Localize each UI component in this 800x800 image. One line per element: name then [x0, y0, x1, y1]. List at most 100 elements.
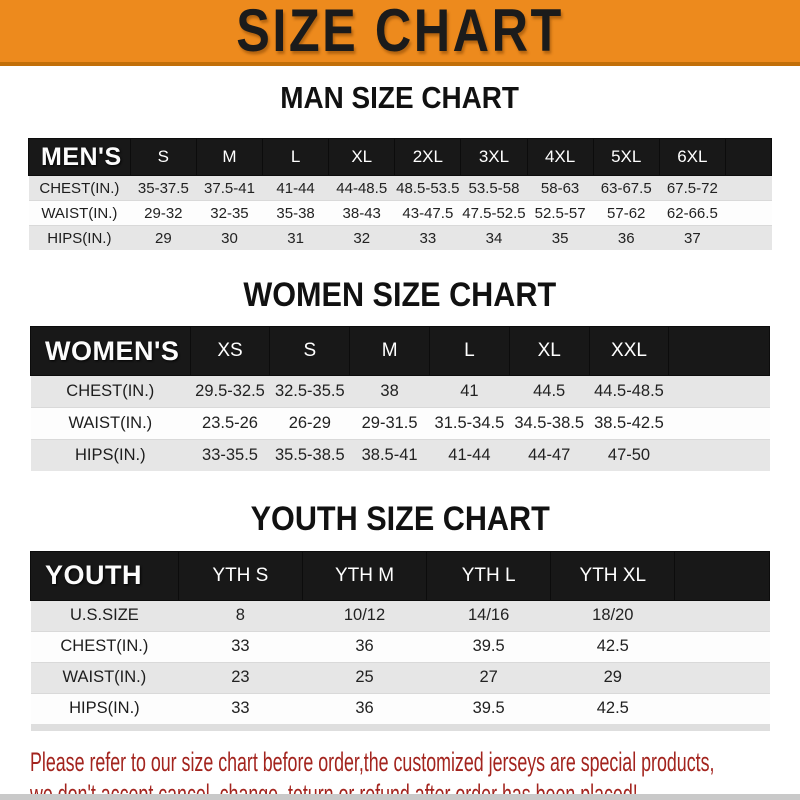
- table-corner-label: WOMEN'S: [30, 326, 191, 377]
- table-cell: 41-44: [448, 446, 491, 465]
- row-label: U.S.SIZE: [70, 606, 139, 625]
- section-youth: YOUTH SIZE CHART YOUTH YTH S YTH M YTH L YTH…: [0, 501, 800, 731]
- blank-cell: [724, 138, 773, 177]
- row-label: WAIST(IN.): [62, 668, 147, 687]
- youth-section-heading: YOUTH SIZE CHART: [0, 501, 800, 539]
- table-row: HIPS(IN.) 33-35.5 35.5-38.5 38.5-41 41-44 44-…: [30, 439, 770, 472]
- row-label: WAIST(IN.): [68, 414, 153, 433]
- table-cell: 29-32: [144, 204, 183, 222]
- table-cell: 14/16: [468, 606, 510, 625]
- column-header: YTH L: [426, 550, 552, 601]
- table-cell: 36: [617, 229, 635, 247]
- blank-cell: [674, 550, 770, 601]
- column-header: XL: [508, 326, 590, 377]
- table-cell: 39.5: [472, 637, 505, 656]
- blank-cell: [675, 600, 770, 631]
- table-cell: 29-31.5: [361, 414, 418, 433]
- table-row: HIPS(IN.) 33 36 39.5 42.5: [30, 693, 770, 728]
- table-cell: 41: [460, 382, 479, 401]
- blank-cell: [669, 376, 770, 408]
- table-header-row: YOUTH YTH S YTH M YTH L YTH XL: [30, 550, 770, 601]
- table-cell: 27: [479, 668, 498, 687]
- table-cell: 38.5-42.5: [594, 414, 664, 433]
- column-header: XXL: [588, 326, 670, 377]
- table-cell: 42.5: [596, 699, 629, 718]
- table-cell: 62-66.5: [666, 204, 718, 222]
- women-section-heading: WOMEN SIZE CHART: [0, 276, 800, 314]
- table-cell: 48.5-53.5: [396, 179, 460, 197]
- footer-notice: Please refer to our size chart before or…: [30, 746, 800, 800]
- table-cell: 63-67.5: [600, 179, 652, 197]
- table-cell: 31.5-34.5: [434, 414, 505, 433]
- column-header: XS: [189, 326, 271, 377]
- table-row: WAIST(IN.) 23.5-26 26-29 29-31.5 31.5-34.5 34…: [30, 407, 770, 440]
- column-header: L: [262, 138, 330, 177]
- table-cell: 26-29: [288, 414, 331, 433]
- table-cell: 39.5: [472, 699, 505, 718]
- table-cell: 29: [155, 229, 172, 247]
- column-header: YTH S: [177, 550, 303, 601]
- table-cell: 34.5-38.5: [514, 414, 585, 433]
- column-header: S: [129, 138, 197, 177]
- table-cell: 52.5-57: [534, 204, 586, 222]
- table-cell: 33: [419, 229, 437, 247]
- row-label: CHEST(IN.): [60, 637, 149, 656]
- table-cell: 36: [355, 699, 374, 718]
- table-cell: 35.5-38.5: [274, 446, 345, 465]
- row-label: HIPS(IN.): [75, 446, 146, 465]
- table-cell: 31: [287, 229, 304, 247]
- table-corner-label: YOUTH: [30, 550, 179, 601]
- table-cell: 33-35.5: [202, 446, 258, 465]
- blank-cell: [669, 440, 770, 472]
- table-cell: 35: [551, 229, 569, 247]
- table-cell: 10/12: [343, 606, 386, 625]
- section-men: MAN SIZE CHART MEN'S S M L XL 2XL 3XL 4XL 5XL 6XL…: [0, 80, 800, 251]
- women-size-table: WOMEN'S XS S M L XL XXL CHEST(IN.) 29.5-32.5 32.5…: [30, 326, 770, 472]
- column-header: 5XL: [592, 138, 660, 177]
- table-row: WAIST(IN.) 23 25 27 29: [30, 662, 770, 694]
- men-size-table: MEN'S S M L XL 2XL 3XL 4XL 5XL 6XL CHEST(IN.) 35-37…: [28, 138, 773, 251]
- section-women: WOMEN SIZE CHART WOMEN'S XS S M L XL XXL CHEST(…: [0, 276, 800, 472]
- table-cell: 35-37.5: [137, 179, 189, 197]
- column-header: YTH M: [301, 550, 428, 601]
- table-cell: 32: [353, 229, 371, 247]
- row-label: HIPS(IN.): [69, 699, 140, 718]
- men-section-heading: MAN SIZE CHART: [0, 80, 800, 115]
- column-header: M: [195, 138, 264, 177]
- table-header-row: MEN'S S M L XL 2XL 3XL 4XL 5XL 6XL: [28, 138, 773, 177]
- blank-cell: [675, 662, 770, 693]
- table-cell: 38.5-41: [361, 446, 418, 465]
- column-header: 2XL: [394, 138, 462, 177]
- table-cell: 42.5: [596, 637, 629, 656]
- row-label: CHEST(IN.): [66, 382, 155, 401]
- blank-cell: [725, 226, 771, 251]
- column-header: YTH XL: [550, 550, 676, 601]
- men-section-heading-text: MAN SIZE CHART: [280, 80, 520, 115]
- table-cell: 32.5-35.5: [274, 382, 345, 401]
- column-header: XL: [328, 138, 396, 177]
- table-cell: 57-62: [607, 204, 646, 222]
- row-label: WAIST(IN.): [41, 204, 118, 222]
- table-row: CHEST(IN.) 35-37.5 37.5-41 41-44 44-48.5 48.5…: [28, 175, 772, 201]
- banner: SIZE CHART: [0, 0, 800, 66]
- blank-cell: [668, 326, 770, 377]
- table-cell: 67.5-72: [666, 179, 718, 197]
- table-row: CHEST(IN.) 33 36 39.5 42.5: [30, 631, 770, 663]
- table-cell: 47.5-52.5: [462, 204, 526, 222]
- blank-cell: [725, 176, 771, 201]
- row-label: HIPS(IN.): [47, 229, 112, 247]
- table-row: HIPS(IN.) 29 30 31 32 33 34 35 36 37: [28, 225, 772, 251]
- table-cell: 37: [684, 229, 701, 247]
- bottom-strip: [0, 794, 800, 800]
- table-cell: 25: [355, 668, 374, 687]
- table-row: U.S.SIZE 8 10/12 14/16 18/20: [30, 600, 770, 632]
- table-cell: 30: [221, 229, 238, 247]
- table-cell: 35-38: [276, 204, 315, 222]
- blank-cell: [669, 408, 770, 440]
- table-cell: 23: [231, 668, 250, 687]
- table-cell: 29: [603, 668, 622, 687]
- table-cell: 41-44: [276, 179, 315, 197]
- table-cell: 29.5-32.5: [195, 382, 265, 401]
- table-cell: 58-63: [540, 179, 580, 197]
